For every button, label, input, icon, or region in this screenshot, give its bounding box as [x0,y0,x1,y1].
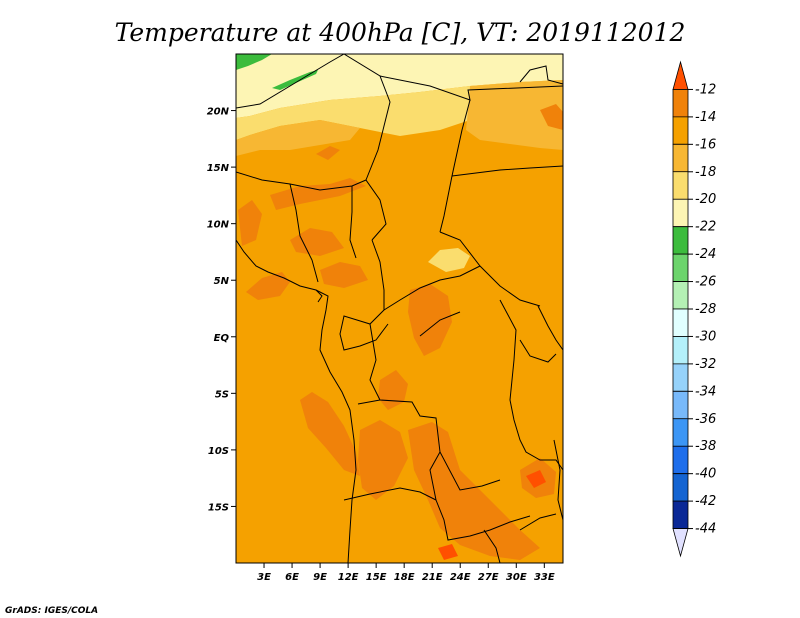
region-dark-patch-4 [320,262,368,288]
colorbar-label: -36 [695,412,716,427]
region-dark-patch-1 [246,272,290,300]
latitude-axis: 20N 15N 10N 5N EQ 5S 10S 15S [207,107,236,513]
colorbar-swatch [672,473,689,502]
colorbar-label: -22 [695,220,716,235]
region-dark-patch-3 [290,228,344,256]
region-dark-patch-7 [358,420,408,500]
colorbar-swatch [672,281,689,310]
region-dark-patch-12 [540,104,563,130]
colorbar-swatch [672,226,689,255]
region-red-spot-1 [526,470,546,488]
lon-tick-label: 12E [338,572,359,583]
region-dark-patch-6 [300,392,360,476]
lat-tick-label: 15N [207,163,230,174]
map-frame [235,53,564,564]
lat-tick-label: 5S [215,389,229,400]
lat-tick-label: 20N [207,107,230,118]
colorbar-label: -16 [695,137,716,152]
lon-tick-label: 21E [422,572,443,583]
region-yellow-west [236,120,360,156]
colorbar-label: -32 [695,357,716,372]
region-red-spot-2 [438,544,458,560]
colorbar-label: -38 [695,439,716,454]
lon-tick-label: 27E [478,572,499,583]
lon-tick-label: 33E [534,572,555,583]
colorbar-swatch [672,89,689,118]
region-green-streak [272,70,318,90]
colorbar-swatch [672,500,689,529]
colorbar-swatch [672,60,689,90]
region-dark-patch-8 [408,422,540,560]
colorbar-swatch [672,336,689,365]
region-dark-patch-13 [316,146,340,160]
lon-tick-label: 15E [366,572,387,583]
colorbar-swatch [672,171,689,200]
colorbar-swatch [672,445,689,475]
lat-tick-label: 10N [207,220,230,231]
map-panel: 20N 15N 10N 5N EQ 5S 10S 15S 3E 6E 9E 12E 15E 18E 21E… [207,53,564,583]
region-light-spot-center [428,248,470,272]
longitude-axis: 3E 6E 9E 12E 15E 18E 21E 24E 27E 30E 33E [257,563,555,583]
credit-text: GrADS: IGES/COLA [5,606,98,616]
colorbar-swatch [672,363,689,392]
colorbar-swatch [672,390,689,420]
colorbar-label: -42 [695,494,716,509]
colorbar-swatch [672,308,689,337]
colorbar-swatch [672,116,689,145]
colorbar-label: -30 [695,329,716,344]
colorbar-label: -44 [695,522,716,537]
region-yellow-east [466,80,563,150]
region-green-nw [236,54,272,70]
lat-tick-label: EQ [214,333,230,344]
lon-tick-label: 6E [285,572,299,583]
colorbar-swatch [672,143,689,173]
lon-tick-label: 3E [257,572,271,583]
region-dark-patch-9 [408,284,452,356]
colorbar-label: -40 [695,467,716,482]
colorbar-swatch [672,198,689,228]
lon-tick-label: 18E [394,572,415,583]
colorbar-label: -26 [695,275,716,290]
lon-tick-label: 24E [450,572,471,583]
colorbar-label: -20 [695,192,716,207]
colorbar-swatch [672,528,689,558]
region-pale-north [236,54,563,118]
colorbar: -12 -14 -16 -18 -20 -22 -24 -26 -28 -30 -32 -34 -36 -… [672,60,716,558]
colorbar-swatch [672,253,689,282]
lat-tick-label: 10S [208,446,229,457]
lat-tick-label: 5N [214,276,230,287]
lat-tick-label: 15S [208,502,229,513]
colorbar-label: -12 [695,82,716,97]
region-dark-patch-5 [238,200,262,246]
chart-title: Temperature at 400hPa [C], VT: 201911201… [115,18,686,47]
country-borders [236,54,563,563]
colorbar-label: -24 [695,247,716,262]
colorbar-swatch [672,418,689,447]
colorbar-label: -34 [695,384,716,399]
colorbar-label: -28 [695,302,716,317]
colorbar-label: -14 [695,110,716,125]
lon-tick-label: 30E [506,572,527,583]
colorbar-label: -18 [695,165,716,180]
lon-tick-label: 9E [313,572,327,583]
